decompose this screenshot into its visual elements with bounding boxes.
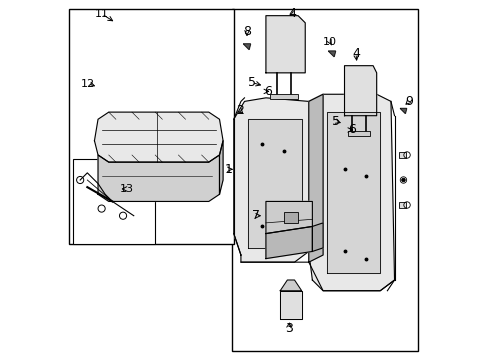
Polygon shape	[265, 226, 312, 258]
Bar	[269, 94, 298, 99]
Polygon shape	[280, 291, 301, 319]
Polygon shape	[326, 112, 380, 273]
Polygon shape	[312, 223, 323, 251]
Text: 12: 12	[81, 78, 95, 89]
Text: 5: 5	[331, 114, 339, 127]
Bar	[398, 202, 405, 208]
Text: 9: 9	[404, 95, 412, 108]
Polygon shape	[94, 112, 223, 162]
Text: 1: 1	[224, 163, 232, 176]
Text: 11: 11	[94, 9, 108, 19]
Circle shape	[401, 178, 405, 182]
Polygon shape	[328, 51, 335, 57]
Text: 4: 4	[351, 47, 359, 60]
Bar	[398, 152, 405, 158]
Text: 8: 8	[243, 25, 250, 38]
Text: 6: 6	[347, 123, 355, 136]
Text: 4: 4	[288, 8, 296, 21]
Polygon shape	[219, 141, 223, 194]
Text: 6: 6	[263, 85, 271, 98]
Polygon shape	[265, 16, 305, 73]
Bar	[69, 9, 233, 244]
Text: 5: 5	[247, 76, 255, 89]
Text: 10: 10	[323, 37, 337, 48]
Polygon shape	[308, 94, 323, 262]
Polygon shape	[400, 108, 406, 113]
Polygon shape	[247, 119, 301, 248]
Bar	[283, 212, 298, 223]
Polygon shape	[280, 280, 301, 291]
Polygon shape	[344, 66, 376, 116]
Text: 2: 2	[235, 104, 244, 117]
Text: 7: 7	[251, 209, 260, 222]
Polygon shape	[233, 98, 308, 262]
Polygon shape	[98, 155, 219, 202]
Bar	[73, 158, 155, 244]
Polygon shape	[243, 44, 250, 50]
Text: 13: 13	[120, 184, 133, 194]
Text: 3: 3	[285, 322, 292, 335]
Polygon shape	[265, 202, 312, 234]
Bar	[231, 9, 417, 351]
Polygon shape	[308, 94, 394, 291]
Bar	[347, 131, 369, 136]
